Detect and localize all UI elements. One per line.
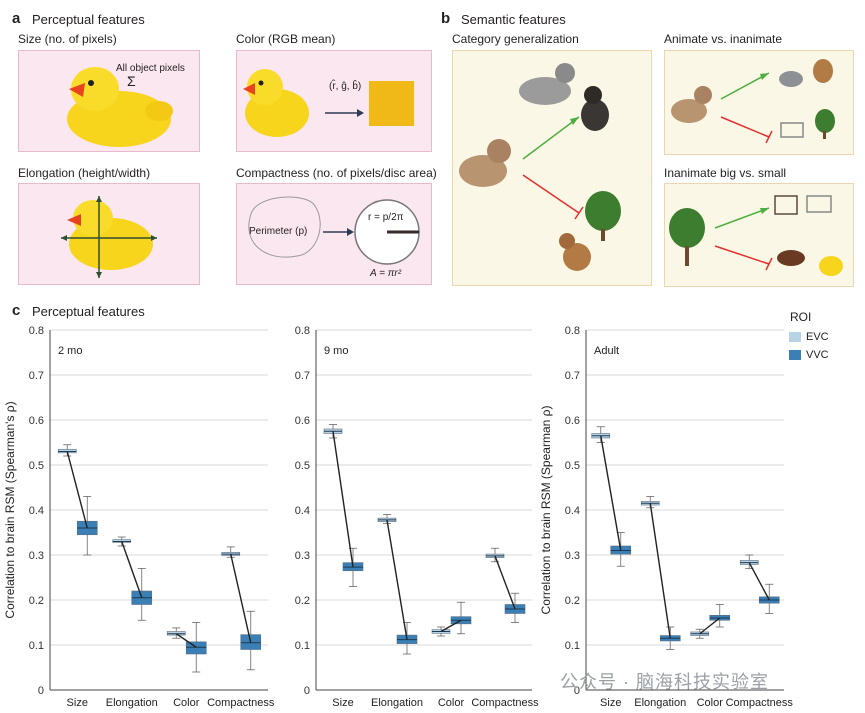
big-small-title: Inanimate big vs. small: [664, 166, 787, 180]
watermark: 公众号 · 脑海科技实验室: [560, 672, 769, 692]
color-formula: (r̂, ĝ, b̂): [329, 81, 362, 92]
box-plot-charts: 0 0.1 0.2 0.3 0.4 0.5 0.6 0.7 0.8 2 mo Correlation…: [3, 325, 794, 709]
big-small-panel: [664, 183, 854, 287]
y-tick-label: 0.4: [29, 505, 44, 517]
y-tick-label: 0.6: [295, 415, 310, 427]
x-tick-label: Size: [332, 697, 353, 709]
evc-vvc-connector: [748, 562, 770, 601]
y-tick-label: 0.5: [29, 460, 44, 472]
perimeter-label: Perimeter (p): [249, 226, 308, 237]
panel-a-title: Perceptual features: [32, 12, 145, 27]
x-tick-label: Compactness: [471, 697, 539, 709]
evc-vvc-connector: [66, 451, 88, 529]
color-swatch: [369, 81, 414, 126]
size-note: All object pixels: [116, 63, 185, 74]
y-tick-label: 0.1: [29, 640, 44, 652]
y-tick-label: 0.5: [295, 460, 310, 472]
legend-title: ROI: [790, 310, 812, 324]
evc-vvc-connector: [175, 633, 197, 648]
area-label: A = πr²: [370, 268, 402, 279]
big-small-diagram: [669, 195, 843, 276]
duck-elongation-image: [61, 196, 157, 278]
legend-label-vvc: VVC: [806, 349, 829, 361]
y-axis-label: Correlation to brain RSM (Spearman ρ): [539, 406, 553, 615]
legend-swatch-vvc: [789, 350, 801, 360]
y-tick-label: 0.3: [29, 550, 44, 562]
y-tick-label: 0.2: [29, 595, 44, 607]
chart-title: Adult: [594, 345, 619, 357]
y-tick-label: 0.1: [565, 640, 580, 652]
y-tick-label: 0.2: [295, 595, 310, 607]
x-tick-label: Compactness: [726, 697, 794, 709]
evc-vvc-connector: [332, 431, 354, 568]
panel-c-letter: c: [12, 302, 21, 319]
y-tick-label: 0.2: [565, 595, 580, 607]
legend-swatch-evc: [789, 332, 801, 342]
color-panel: (r̂, ĝ, b̂): [236, 50, 432, 152]
x-tick-label: Compactness: [207, 697, 275, 709]
y-tick-label: 0.7: [29, 370, 44, 382]
x-tick-label: Size: [600, 697, 621, 709]
category-diagram: [459, 63, 621, 271]
compactness-diagram: [248, 196, 420, 265]
x-tick-label: Elongation: [106, 697, 158, 709]
panel-b-title: Semantic features: [461, 12, 566, 27]
y-tick-label: 0.6: [29, 415, 44, 427]
y-tick-label: 0.1: [295, 640, 310, 652]
x-tick-label: Color: [438, 697, 465, 709]
chart-title: 2 mo: [58, 345, 82, 357]
duck-color-image: [243, 69, 414, 137]
animate-panel: [664, 50, 854, 155]
evc-vvc-connector: [494, 555, 516, 610]
animate-title: Animate vs. inanimate: [664, 32, 783, 46]
x-tick-label: Color: [173, 697, 200, 709]
panel-c-title: Perceptual features: [32, 304, 145, 319]
chart-title: 9 mo: [324, 345, 348, 357]
y-tick-label: 0.7: [565, 370, 580, 382]
elongation-title: Elongation (height/width): [18, 166, 151, 180]
y-tick-label: 0.8: [29, 325, 44, 337]
y-tick-label: 0.3: [565, 550, 580, 562]
color-title: Color (RGB mean): [236, 32, 336, 46]
category-panel: [452, 50, 652, 286]
y-tick-label: 0.4: [295, 505, 310, 517]
y-tick-label: 0.8: [295, 325, 310, 337]
y-axis-label: Correlation to brain RSM (Spearman's ρ): [3, 401, 17, 618]
y-tick-label: 0.4: [565, 505, 580, 517]
animate-diagram: [671, 59, 835, 144]
y-tick-label: 0.8: [565, 325, 580, 337]
evc-vvc-connector: [699, 617, 721, 635]
y-tick-label: 0.7: [295, 370, 310, 382]
x-tick-label: Elongation: [634, 697, 686, 709]
duck-size-image: [67, 67, 173, 147]
y-tick-label: 0.5: [565, 460, 580, 472]
size-title: Size (no. of pixels): [18, 32, 117, 46]
panel-b-letter: b: [441, 10, 451, 27]
x-tick-label: Elongation: [371, 697, 423, 709]
y-tick-label: 0.6: [565, 415, 580, 427]
evc-vvc-connector: [121, 541, 143, 598]
legend-label-evc: EVC: [806, 331, 829, 343]
compactness-panel: Perimeter (p) r = p/2π A = πr²: [236, 183, 432, 285]
evc-vvc-connector: [440, 619, 462, 633]
sigma-symbol: Σ: [127, 73, 136, 89]
box-vvc: [185, 641, 207, 655]
y-tick-label: 0: [304, 685, 310, 697]
size-panel: All object pixels Σ: [18, 50, 200, 152]
x-tick-label: Size: [67, 697, 88, 709]
evc-vvc-connector: [600, 435, 622, 551]
evc-vvc-connector: [230, 553, 252, 643]
evc-vvc-connector: [649, 503, 671, 639]
x-tick-label: Color: [697, 697, 724, 709]
panel-a-letter: a: [12, 10, 21, 27]
y-tick-label: 0: [38, 685, 44, 697]
y-tick-label: 0: [574, 685, 580, 697]
category-title: Category generalization: [452, 32, 579, 46]
elongation-panel: [18, 183, 200, 285]
radius-label: r = p/2π: [368, 212, 404, 223]
evc-vvc-connector: [386, 519, 408, 640]
y-tick-label: 0.3: [295, 550, 310, 562]
compactness-title: Compactness (no. of pixels/disc area): [236, 166, 437, 180]
